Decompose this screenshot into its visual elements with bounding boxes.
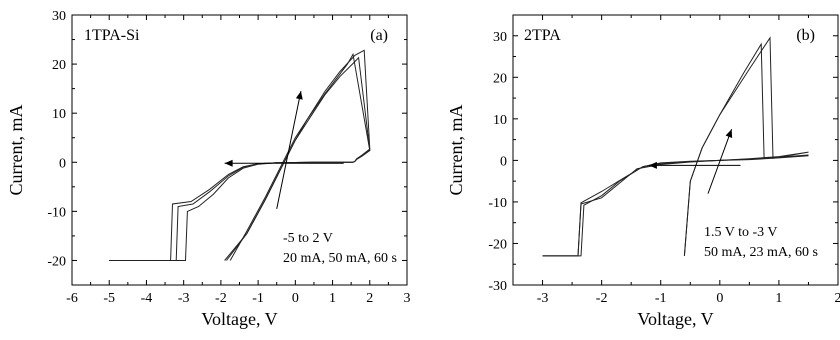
x-tick-label: 0: [292, 291, 299, 306]
sample-label: 2TPA: [524, 27, 561, 44]
series-line-3: [109, 52, 371, 261]
x-tick-label: -1: [655, 291, 667, 306]
x-axis-title: Voltage, V: [201, 309, 277, 329]
x-tick-label: -2: [215, 291, 227, 306]
y-tick-label: 0: [59, 156, 66, 171]
x-tick-label: 0: [716, 291, 723, 306]
y-tick-label: -10: [488, 196, 507, 211]
direction-arrow: [707, 129, 733, 194]
arrow-head: [224, 159, 233, 167]
y-tick-label: -30: [488, 279, 507, 294]
y-tick-label: 30: [52, 9, 66, 24]
y-tick-label: 20: [52, 58, 66, 73]
y-tick-label: 0: [500, 154, 507, 169]
x-tick-label: -3: [537, 291, 549, 306]
x-tick-label: -4: [141, 291, 153, 306]
x-tick-label: -1: [252, 291, 264, 306]
annotation-line-1: 1.5 V to -3 V: [704, 225, 778, 240]
arrow-head: [295, 91, 303, 100]
series-line-3: [542, 155, 809, 257]
y-axis-title: Current, mA: [446, 105, 466, 196]
arrow-head: [725, 129, 733, 138]
x-tick-label: -6: [66, 291, 78, 306]
x-tick-label: 1: [329, 291, 336, 306]
y-tick-label: 10: [52, 107, 66, 122]
x-tick-label: -3: [178, 291, 190, 306]
direction-arrow: [276, 90, 302, 210]
y-tick-label: -20: [47, 254, 66, 269]
panel-label: (b): [796, 27, 815, 44]
plot-frame: [512, 14, 839, 286]
y-tick-label: 10: [493, 113, 507, 128]
panel-label: (a): [370, 27, 388, 44]
series-line-1: [109, 49, 371, 261]
x-tick-label: 1: [775, 291, 782, 306]
annotation-line-2: 20 mA, 50 mA, 60 s: [283, 251, 397, 266]
x-tick-label: 2: [366, 291, 373, 306]
arrow-head: [648, 161, 657, 169]
annotation-line-2: 50 mA, 23 mA, 60 s: [704, 245, 818, 260]
annotation-line-1: -5 to 2 V: [283, 231, 333, 246]
y-tick-label: 20: [493, 71, 507, 86]
y-tick-label: -20: [488, 237, 507, 252]
y-tick-label: -10: [47, 205, 66, 220]
x-tick-label: 2: [835, 291, 840, 306]
x-tick-label: 3: [404, 291, 411, 306]
x-tick-label: -5: [103, 291, 115, 306]
x-tick-label: -2: [596, 291, 608, 306]
y-axis-title: Current, mA: [6, 105, 26, 196]
y-tick-label: 30: [493, 30, 507, 45]
sample-label: 1TPA-Si: [84, 27, 140, 44]
x-axis-title: Voltage, V: [637, 309, 713, 329]
